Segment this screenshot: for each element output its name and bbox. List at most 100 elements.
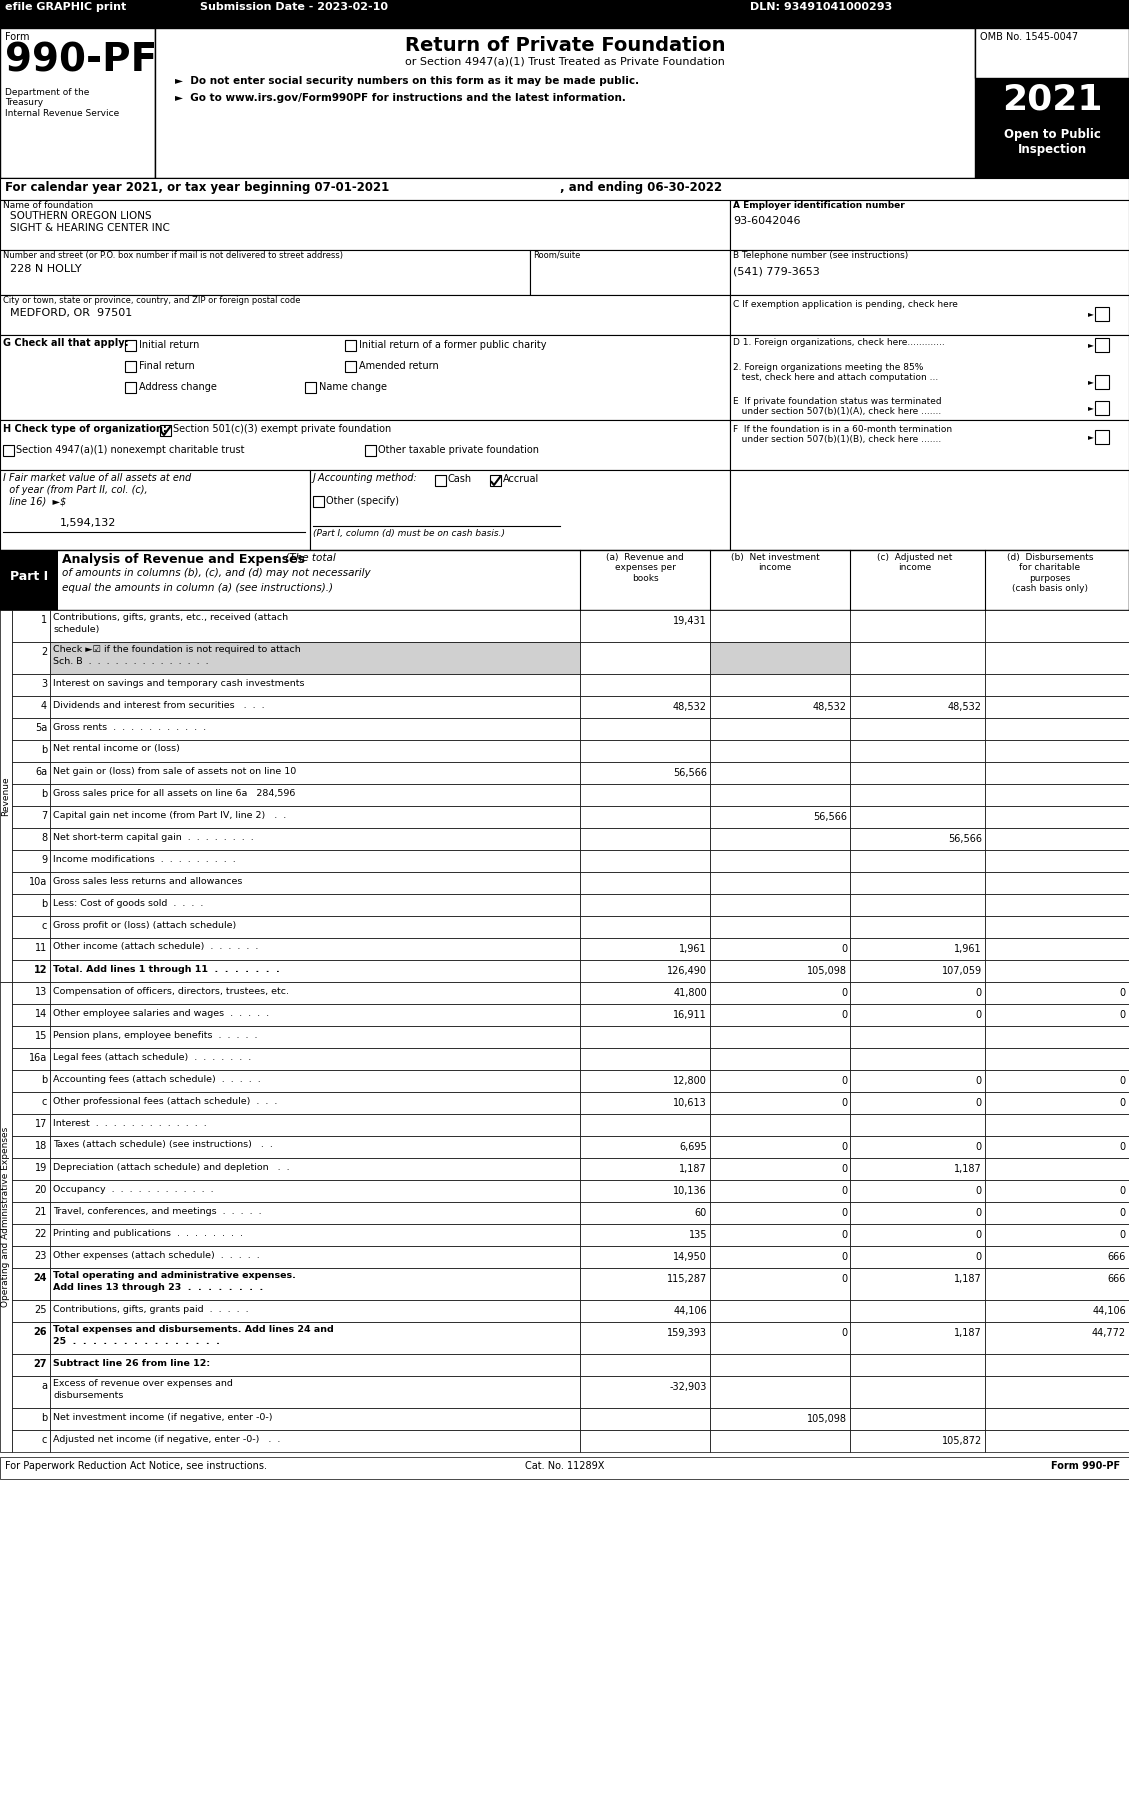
- Bar: [730, 250, 1129, 295]
- Text: Other employee salaries and wages  .  .  .  .  .: Other employee salaries and wages . . . …: [53, 1009, 269, 1018]
- Bar: [12, 741, 50, 762]
- Bar: [3, 444, 14, 457]
- Bar: [50, 1179, 580, 1203]
- Bar: [580, 915, 710, 939]
- Text: ►: ►: [1088, 340, 1094, 349]
- Text: ►: ►: [1088, 378, 1094, 387]
- Text: 0: 0: [1120, 1208, 1126, 1217]
- Bar: [850, 1003, 984, 1027]
- Text: schedule): schedule): [53, 626, 99, 635]
- Bar: [365, 444, 376, 457]
- Bar: [580, 1408, 710, 1429]
- Bar: [710, 696, 850, 717]
- Text: 1,187: 1,187: [954, 1329, 982, 1338]
- Bar: [984, 1179, 1129, 1203]
- Text: Compensation of officers, directors, trustees, etc.: Compensation of officers, directors, tru…: [53, 987, 289, 996]
- Bar: [50, 1136, 580, 1158]
- Text: MEDFORD, OR  97501: MEDFORD, OR 97501: [10, 307, 132, 318]
- Bar: [50, 939, 580, 960]
- Bar: [50, 696, 580, 717]
- Text: Section 4947(a)(1) nonexempt charitable trust: Section 4947(a)(1) nonexempt charitable …: [16, 444, 245, 455]
- Text: 60: 60: [694, 1208, 707, 1217]
- Bar: [710, 850, 850, 872]
- Text: a: a: [41, 1381, 47, 1392]
- Text: Interest on savings and temporary cash investments: Interest on savings and temporary cash i…: [53, 678, 305, 687]
- Text: Number and street (or P.O. box number if mail is not delivered to street address: Number and street (or P.O. box number if…: [3, 252, 343, 261]
- Bar: [984, 1224, 1129, 1246]
- Text: 26: 26: [34, 1327, 47, 1338]
- Bar: [850, 610, 984, 642]
- Text: Accrual: Accrual: [504, 475, 540, 484]
- Bar: [12, 696, 50, 717]
- Text: 56,566: 56,566: [948, 834, 982, 843]
- Bar: [12, 1246, 50, 1268]
- Bar: [710, 717, 850, 741]
- Text: Capital gain net income (from Part IV, line 2)   .  .: Capital gain net income (from Part IV, l…: [53, 811, 287, 820]
- Bar: [1095, 430, 1109, 444]
- Text: Final return: Final return: [139, 361, 194, 370]
- Bar: [850, 806, 984, 829]
- Bar: [12, 717, 50, 741]
- Bar: [12, 610, 50, 642]
- Text: Interest  .  .  .  .  .  .  .  .  .  .  .  .  .: Interest . . . . . . . . . . . . .: [53, 1118, 207, 1127]
- Bar: [984, 1203, 1129, 1224]
- Bar: [580, 1429, 710, 1453]
- Bar: [12, 982, 50, 1003]
- Bar: [0, 29, 155, 178]
- Bar: [50, 1091, 580, 1115]
- Text: 2: 2: [41, 647, 47, 656]
- Bar: [730, 421, 1129, 469]
- Text: 44,106: 44,106: [1092, 1305, 1126, 1316]
- Bar: [580, 1203, 710, 1224]
- Text: Net investment income (if negative, enter -0-): Net investment income (if negative, ente…: [53, 1413, 272, 1422]
- Text: Initial return of a former public charity: Initial return of a former public charit…: [359, 340, 546, 351]
- Bar: [984, 982, 1129, 1003]
- Text: b: b: [41, 1413, 47, 1422]
- Text: 159,393: 159,393: [667, 1329, 707, 1338]
- Bar: [984, 806, 1129, 829]
- Bar: [580, 1027, 710, 1048]
- Text: Total. Add lines 1 through 11  .  .  .  .  .  .  .: Total. Add lines 1 through 11 . . . . . …: [53, 964, 280, 973]
- Text: b: b: [41, 899, 47, 910]
- Text: For Paperwork Reduction Act Notice, see instructions.: For Paperwork Reduction Act Notice, see …: [5, 1462, 266, 1471]
- Text: 990-PF: 990-PF: [5, 41, 157, 79]
- Text: G Check all that apply:: G Check all that apply:: [3, 338, 129, 349]
- Bar: [12, 939, 50, 960]
- Bar: [580, 674, 710, 696]
- Bar: [12, 642, 50, 674]
- Bar: [580, 894, 710, 915]
- Bar: [50, 1070, 580, 1091]
- Bar: [50, 741, 580, 762]
- Text: 41,800: 41,800: [673, 987, 707, 998]
- Text: E  If private foundation status was terminated
   under section 507(b)(1)(A), ch: E If private foundation status was termi…: [733, 397, 942, 417]
- Text: C If exemption application is pending, check here: C If exemption application is pending, c…: [733, 300, 957, 309]
- Bar: [0, 295, 730, 334]
- Text: 666: 666: [1108, 1251, 1126, 1262]
- Bar: [580, 1179, 710, 1203]
- Text: 0: 0: [841, 1329, 847, 1338]
- Bar: [580, 939, 710, 960]
- Text: 14: 14: [35, 1009, 47, 1019]
- Bar: [710, 1268, 850, 1300]
- Text: 1,961: 1,961: [680, 944, 707, 955]
- Bar: [710, 1354, 850, 1375]
- Text: 0: 0: [975, 987, 982, 998]
- Bar: [580, 1268, 710, 1300]
- Text: 0: 0: [975, 1099, 982, 1108]
- Bar: [850, 784, 984, 806]
- Bar: [12, 894, 50, 915]
- Text: 0: 0: [975, 1187, 982, 1196]
- Bar: [50, 1429, 580, 1453]
- Text: 0: 0: [841, 1099, 847, 1108]
- Text: Other expenses (attach schedule)  .  .  .  .  .: Other expenses (attach schedule) . . . .…: [53, 1250, 260, 1260]
- Text: 0: 0: [841, 1251, 847, 1262]
- Bar: [850, 915, 984, 939]
- Bar: [50, 642, 580, 674]
- Bar: [50, 894, 580, 915]
- Bar: [0, 0, 1129, 29]
- Text: 48,532: 48,532: [673, 701, 707, 712]
- Bar: [984, 1375, 1129, 1408]
- Text: Part I: Part I: [10, 570, 49, 583]
- Text: Address change: Address change: [139, 381, 217, 392]
- Bar: [580, 741, 710, 762]
